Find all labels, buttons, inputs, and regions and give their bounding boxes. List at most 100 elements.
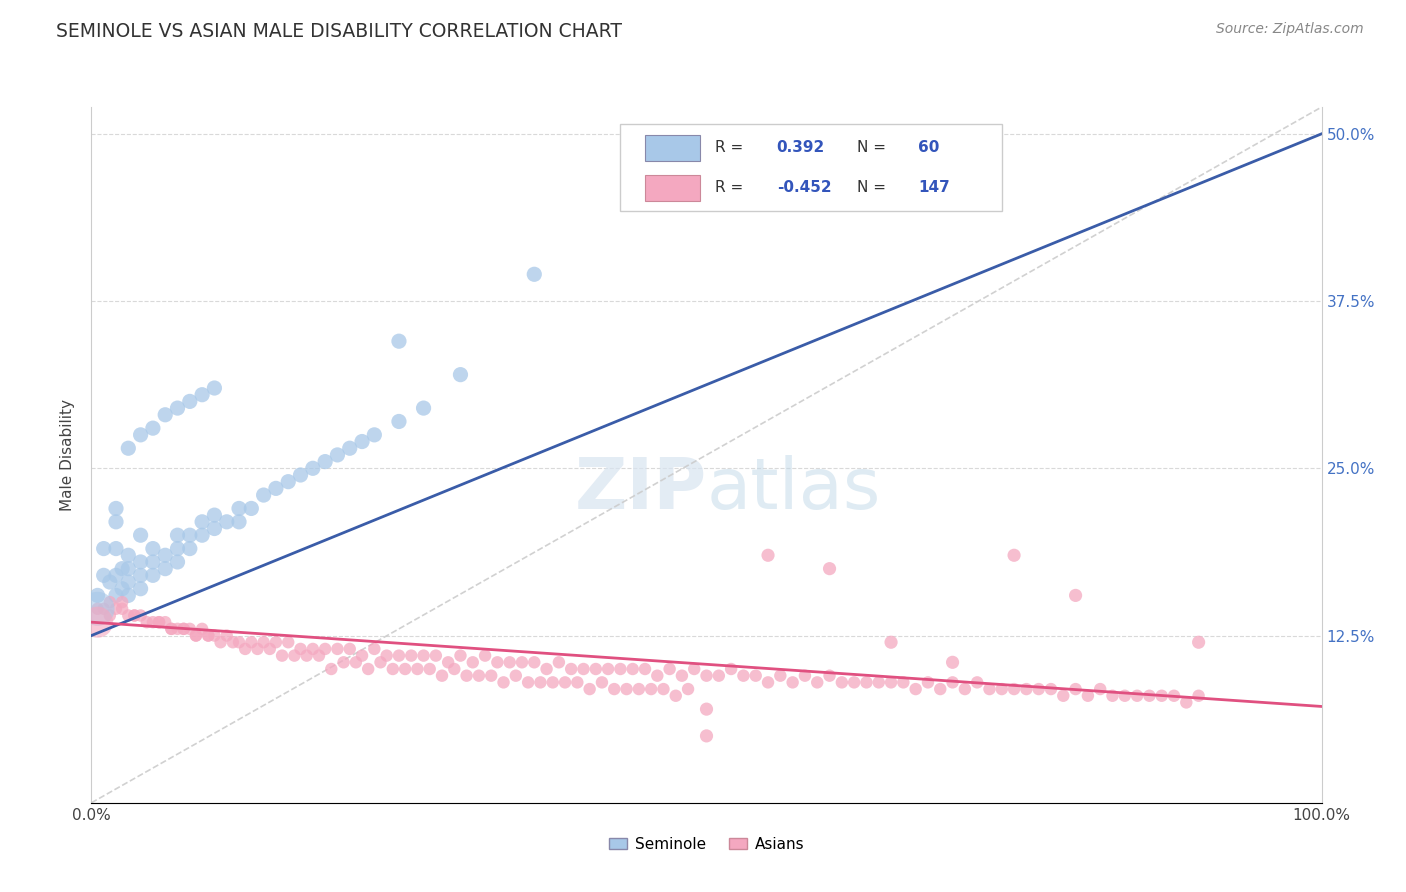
Point — [264, 635, 287, 649]
Point — [621, 662, 644, 676]
Text: N =: N = — [856, 140, 890, 155]
Point — [609, 662, 631, 676]
Point — [129, 528, 152, 542]
Text: 0.392: 0.392 — [776, 140, 825, 155]
Point — [202, 628, 225, 642]
Point — [339, 642, 361, 657]
Point — [591, 675, 613, 690]
Point — [388, 334, 411, 349]
Point — [117, 589, 139, 603]
Point — [179, 394, 201, 409]
Point — [301, 642, 323, 657]
Point — [148, 615, 170, 630]
Point — [1015, 681, 1038, 696]
Point — [720, 662, 742, 676]
Point — [283, 648, 305, 663]
Point — [117, 562, 139, 576]
Point — [197, 628, 219, 642]
Point — [111, 582, 134, 596]
Point — [492, 675, 515, 690]
Point — [806, 675, 828, 690]
Point — [228, 635, 250, 649]
Point — [1039, 681, 1063, 696]
Point — [129, 428, 152, 442]
Point — [142, 568, 165, 582]
Point — [412, 648, 434, 663]
Point — [271, 648, 294, 663]
Point — [357, 662, 380, 676]
Point — [277, 475, 299, 489]
Point — [240, 501, 263, 516]
Point — [665, 689, 688, 703]
Text: R =: R = — [716, 180, 748, 195]
Point — [93, 568, 115, 582]
Point — [173, 622, 195, 636]
Point — [1101, 689, 1123, 703]
Bar — [645, 135, 700, 161]
Point — [142, 615, 165, 630]
Point — [202, 508, 225, 523]
Point — [603, 681, 626, 696]
Point — [1002, 681, 1025, 696]
Point — [253, 635, 276, 649]
Point — [142, 421, 165, 435]
Point — [184, 628, 207, 642]
Point — [142, 541, 165, 556]
Point — [363, 642, 385, 657]
Point — [1139, 689, 1161, 703]
Point — [468, 669, 491, 683]
Point — [596, 662, 619, 676]
Point — [295, 648, 318, 663]
Point — [173, 622, 195, 636]
Point — [197, 628, 219, 642]
Point — [627, 681, 650, 696]
Point — [782, 675, 804, 690]
Point — [105, 589, 127, 603]
Point — [695, 669, 717, 683]
Point — [259, 642, 281, 657]
Point — [645, 669, 669, 683]
Point — [1064, 589, 1087, 603]
Point — [616, 681, 638, 696]
Point — [98, 608, 121, 623]
Point — [1114, 689, 1136, 703]
Point — [105, 501, 127, 516]
Point — [388, 648, 411, 663]
Point — [831, 675, 853, 690]
Point — [148, 615, 170, 630]
Point — [240, 635, 263, 649]
Point — [880, 635, 903, 649]
Point — [904, 681, 927, 696]
Point — [585, 662, 607, 676]
Point — [98, 595, 121, 609]
Point — [880, 675, 903, 690]
Point — [105, 602, 127, 616]
Point — [179, 528, 201, 542]
Point — [1052, 689, 1074, 703]
Point — [129, 608, 152, 623]
Point — [86, 615, 108, 630]
Point — [86, 602, 108, 616]
Point — [339, 442, 361, 456]
Point — [166, 528, 188, 542]
Point — [683, 662, 706, 676]
Point — [228, 515, 250, 529]
Point — [215, 515, 238, 529]
Point — [1175, 696, 1198, 710]
Point — [868, 675, 890, 690]
Point — [1126, 689, 1149, 703]
Point — [111, 602, 134, 616]
Point — [105, 568, 127, 582]
Point — [326, 448, 349, 462]
Point — [769, 669, 792, 683]
Point — [745, 669, 768, 683]
Point — [842, 675, 865, 690]
Point — [129, 555, 152, 569]
Point — [1150, 689, 1173, 703]
Point — [855, 675, 877, 690]
Point — [510, 655, 533, 669]
Point — [332, 655, 354, 669]
Text: R =: R = — [716, 140, 748, 155]
Point — [202, 381, 225, 395]
Point — [756, 675, 779, 690]
